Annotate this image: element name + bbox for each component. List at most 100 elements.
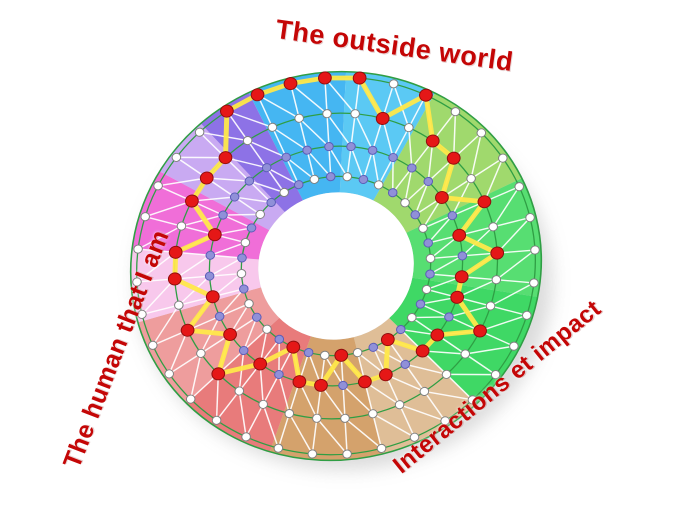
wheel-node[interactable] — [498, 153, 508, 163]
wheel-node[interactable] — [236, 269, 247, 279]
wheel-node[interactable] — [244, 299, 254, 309]
active-node[interactable] — [317, 71, 332, 86]
wheel-node[interactable] — [324, 142, 334, 152]
active-node[interactable] — [425, 134, 440, 149]
wheel-node[interactable] — [174, 300, 184, 310]
wheel-node[interactable] — [238, 345, 249, 356]
wheel-node[interactable] — [350, 109, 360, 119]
wheel-node[interactable] — [262, 324, 272, 334]
wheel-node[interactable] — [388, 79, 399, 89]
active-node[interactable] — [352, 71, 367, 86]
wheel-node[interactable] — [421, 284, 432, 294]
wheel-node[interactable] — [185, 394, 196, 404]
wheel-node[interactable] — [312, 413, 322, 423]
wheel-node[interactable] — [514, 182, 524, 192]
active-node[interactable] — [292, 374, 307, 389]
wheel-node[interactable] — [284, 409, 295, 419]
active-node[interactable] — [167, 272, 182, 287]
wheel-node[interactable] — [404, 123, 414, 133]
wheel-node[interactable] — [148, 340, 158, 350]
wheel-node[interactable] — [196, 348, 206, 358]
wheel-node[interactable] — [171, 152, 182, 162]
wheel-node[interactable] — [325, 172, 336, 182]
active-node[interactable] — [452, 228, 467, 243]
active-node[interactable] — [430, 328, 445, 343]
wheel-node[interactable] — [425, 269, 435, 279]
active-node[interactable] — [219, 104, 234, 119]
wheel-node[interactable] — [294, 113, 304, 123]
wheel-node[interactable] — [367, 145, 378, 155]
active-node[interactable] — [211, 366, 226, 381]
active-node[interactable] — [205, 289, 220, 304]
wheel-node[interactable] — [396, 325, 406, 335]
wheel-node[interactable] — [176, 221, 187, 231]
wheel-node[interactable] — [164, 369, 174, 379]
active-node[interactable] — [449, 290, 465, 305]
active-node[interactable] — [207, 227, 222, 242]
wheel-node[interactable] — [214, 311, 225, 321]
wheel-node[interactable] — [491, 275, 502, 285]
wheel-node[interactable] — [204, 271, 215, 281]
active-node[interactable] — [477, 194, 492, 209]
wheel-node[interactable] — [274, 334, 285, 344]
wheel-node[interactable] — [388, 152, 398, 163]
wheel-node[interactable] — [281, 152, 291, 162]
active-node[interactable] — [434, 190, 449, 205]
wheel-node[interactable] — [358, 174, 369, 185]
wheel-node[interactable] — [530, 245, 540, 255]
wheel-node[interactable] — [444, 312, 454, 322]
wheel-node[interactable] — [303, 348, 314, 358]
wheel-node[interactable] — [419, 386, 430, 396]
wheel-node[interactable] — [137, 309, 147, 319]
wheel-node[interactable] — [376, 443, 387, 453]
active-node[interactable] — [199, 171, 214, 186]
active-node[interactable] — [286, 340, 301, 355]
active-node[interactable] — [415, 344, 430, 359]
active-node[interactable] — [375, 111, 390, 126]
wheel-node[interactable] — [274, 369, 284, 380]
wheel-node[interactable] — [153, 181, 163, 191]
wheel-node[interactable] — [246, 223, 257, 233]
active-node[interactable] — [218, 150, 233, 165]
wheel-node[interactable] — [255, 209, 265, 219]
wheel-node[interactable] — [309, 174, 320, 184]
wheel-node[interactable] — [447, 211, 458, 221]
wheel-node[interactable] — [407, 313, 417, 323]
active-node[interactable] — [313, 378, 328, 393]
active-node[interactable] — [168, 245, 183, 260]
wheel-node[interactable] — [211, 415, 222, 425]
wheel-node[interactable] — [194, 127, 205, 137]
wheel-node[interactable] — [415, 299, 426, 309]
wheel-node[interactable] — [407, 163, 417, 173]
wheel-node[interactable] — [460, 349, 471, 359]
wheel-node[interactable] — [302, 145, 312, 155]
wheel-node[interactable] — [368, 342, 379, 352]
wheel-node[interactable] — [457, 251, 468, 261]
wheel-node[interactable] — [234, 386, 245, 396]
wheel-node[interactable] — [307, 449, 318, 459]
active-node[interactable] — [446, 151, 461, 166]
wheel-node[interactable] — [423, 176, 434, 187]
wheel-node[interactable] — [425, 253, 436, 263]
wheel-node[interactable] — [273, 443, 284, 453]
wheel-node[interactable] — [342, 449, 352, 459]
wheel-node[interactable] — [261, 163, 272, 173]
sector-wedge-11[interactable] — [151, 109, 288, 252]
wheel-node[interactable] — [373, 180, 384, 190]
wheel-node[interactable] — [258, 399, 268, 409]
wheel-node[interactable] — [466, 174, 476, 184]
active-node[interactable] — [283, 76, 298, 91]
active-node[interactable] — [380, 332, 395, 347]
wheel-node[interactable] — [387, 188, 398, 198]
active-node[interactable] — [490, 246, 505, 261]
wheel-node[interactable] — [485, 301, 496, 311]
wheel-node[interactable] — [218, 210, 228, 220]
wheel-node[interactable] — [525, 213, 535, 223]
wheel-node[interactable] — [394, 400, 405, 410]
wheel-node[interactable] — [133, 244, 143, 254]
active-node[interactable] — [184, 194, 199, 209]
wheel-node[interactable] — [229, 192, 240, 202]
active-node[interactable] — [357, 374, 372, 389]
sector-wedge-9[interactable] — [120, 219, 266, 323]
